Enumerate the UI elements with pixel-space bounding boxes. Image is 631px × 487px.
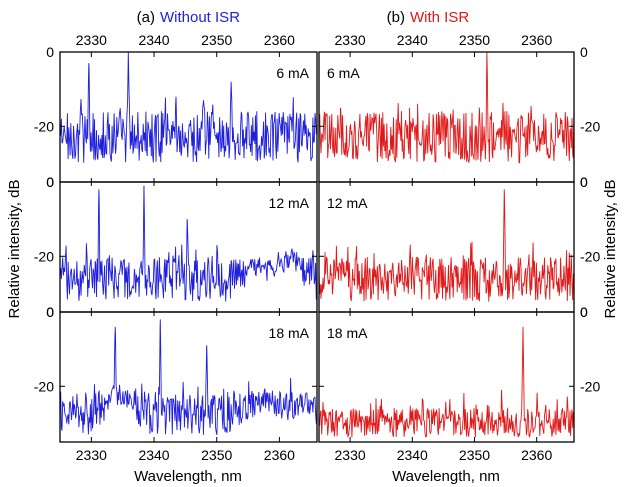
subplot-12-ma: 12 mA 0 -20 0 xyxy=(34,174,318,320)
x-tick-label-bottom: 2330 xyxy=(335,447,366,463)
x-tick-label-top: 2330 xyxy=(335,32,366,48)
x-tick-label-bottom: 2340 xyxy=(397,447,428,463)
x-tick-label-top: 2330 xyxy=(76,32,107,48)
x-tick-label-bottom: 2330 xyxy=(76,447,107,463)
subplot-18-ma: 18 mA 0 -20 xyxy=(318,304,600,443)
y-tick-label: 0 xyxy=(46,174,54,190)
y-tick-label: -20 xyxy=(34,378,54,394)
current-label: 6 mA xyxy=(327,65,360,81)
y-tick-label: 0 xyxy=(580,304,588,320)
panel-b-label: (b) xyxy=(387,9,405,26)
panel-a-label: (a) xyxy=(137,9,155,26)
panel-b-header: (b) With ISR xyxy=(387,9,470,26)
spectrum-line xyxy=(319,52,574,164)
y-axis-label-right: Relative intensity, dB xyxy=(602,180,619,319)
y-tick-label: 0 xyxy=(580,304,588,320)
x-tick-label-bottom: 2360 xyxy=(521,447,552,463)
spectrum-line xyxy=(319,326,574,438)
x-axis-label-right: Wavelength, nm xyxy=(392,468,500,485)
subplot-12-ma: 12 mA 0 -20 0 xyxy=(318,174,600,320)
y-tick-label: 0 xyxy=(46,174,54,190)
x-tick-label-top: 2360 xyxy=(264,32,295,48)
current-label: 18 mA xyxy=(269,325,310,341)
panel-a-title: Without ISR xyxy=(160,9,240,26)
x-tick-label-top: 2350 xyxy=(201,32,232,48)
panel-a-header: (a) Without ISR xyxy=(137,9,241,26)
spectrum-line xyxy=(60,52,317,163)
y-tick-label: 0 xyxy=(580,174,588,190)
y-tick-label: 0 xyxy=(46,304,54,320)
x-tick-label-top: 2360 xyxy=(521,32,552,48)
x-tick-label-bottom: 2350 xyxy=(459,447,490,463)
subplot-6-ma: 6 mA 0 -20 0 xyxy=(318,44,600,190)
y-tick-label: 0 xyxy=(46,304,54,320)
x-tick-label-bottom: 2360 xyxy=(264,447,295,463)
x-tick-label-bottom: 2350 xyxy=(201,447,232,463)
subplot-6-ma: 6 mA 0 -20 0 xyxy=(34,44,318,190)
current-label: 6 mA xyxy=(276,65,309,81)
current-label: 12 mA xyxy=(327,195,368,211)
subplot-frame xyxy=(318,311,575,443)
spectrum-line xyxy=(60,319,317,436)
x-tick-label-top: 2340 xyxy=(138,32,169,48)
current-label: 18 mA xyxy=(327,325,368,341)
current-label: 12 mA xyxy=(269,195,310,211)
x-tick-label-top: 2350 xyxy=(459,32,490,48)
subplot-18-ma: 18 mA 0 -20 xyxy=(34,304,318,443)
y-tick-label: -20 xyxy=(580,378,600,394)
y-tick-label: -20 xyxy=(34,248,54,264)
y-tick-label: -20 xyxy=(580,248,600,264)
plot-area: 6 mA 0 -20 0 12 mA 0 -20 0 18 mA 0 -20 2330 2330 2340… xyxy=(34,32,601,463)
x-tick-label-bottom: 2340 xyxy=(138,447,169,463)
panel-b-title: With ISR xyxy=(410,9,469,26)
x-tick-label-top: 2340 xyxy=(397,32,428,48)
spectrum-line xyxy=(319,189,574,302)
y-tick-label: -20 xyxy=(580,118,600,134)
spectrum-line xyxy=(60,185,317,302)
subplot-frame xyxy=(59,311,318,443)
y-tick-label: 0 xyxy=(46,44,54,60)
y-tick-label: -20 xyxy=(34,118,54,134)
y-tick-label: 0 xyxy=(580,174,588,190)
y-tick-label: 0 xyxy=(580,44,588,60)
y-axis-label-left: Relative intensity, dB xyxy=(6,180,23,319)
x-axis-label-left: Wavelength, nm xyxy=(134,468,242,485)
